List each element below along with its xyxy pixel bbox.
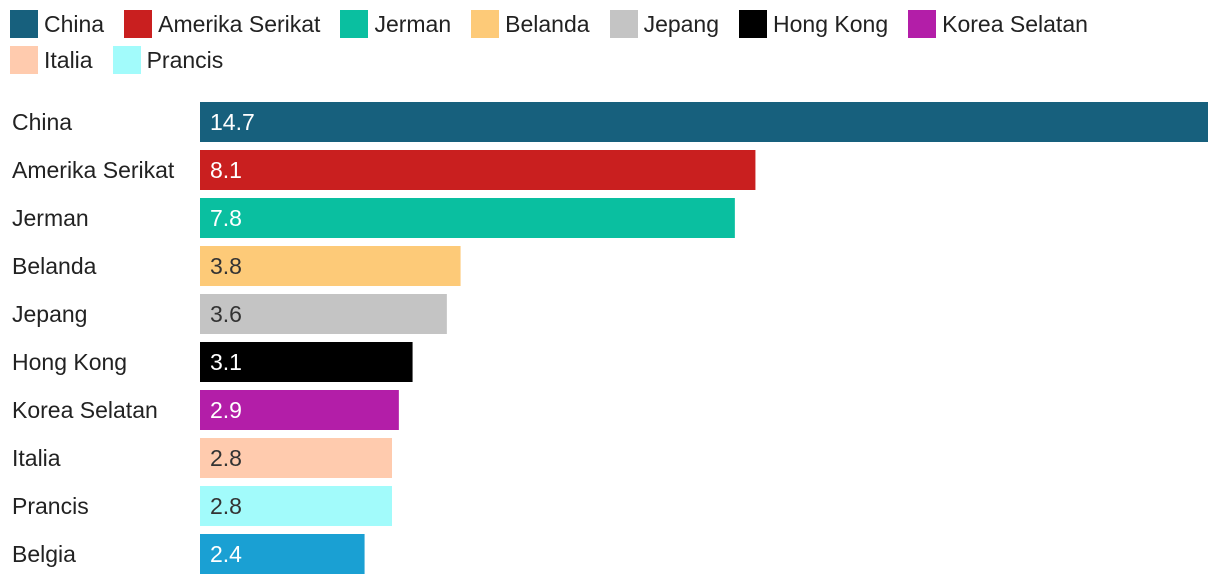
legend-swatch: [908, 10, 937, 38]
bar[interactable]: [200, 486, 392, 526]
bar-value-label: 3.8: [210, 253, 242, 279]
bar[interactable]: [200, 150, 756, 190]
legend-swatch: [124, 10, 153, 38]
bar-value-label: 2.8: [210, 445, 242, 471]
category-label: Italia: [12, 445, 61, 471]
legend-label: Korea Selatan: [942, 10, 1088, 37]
bar-value-label: 3.6: [210, 301, 242, 327]
legend-label: Jerman: [374, 10, 452, 37]
legend-label: Prancis: [146, 46, 224, 73]
bar[interactable]: [200, 102, 1208, 142]
bar[interactable]: [200, 198, 735, 238]
legend-label: Hong Kong: [773, 10, 889, 37]
legend-label: Jepang: [643, 10, 720, 37]
bar-value-label: 2.8: [210, 493, 242, 519]
legend-item-amerika-serikat[interactable]: Amerika Serikat: [124, 10, 320, 38]
category-label: Amerika Serikat: [12, 157, 175, 183]
legend-swatch: [112, 46, 141, 74]
bar-value-label: 2.4: [210, 541, 242, 567]
bar-value-label: 14.7: [210, 109, 255, 135]
bar[interactable]: [200, 342, 413, 382]
legend-label: Italia: [44, 46, 93, 73]
category-label: Korea Selatan: [12, 397, 158, 423]
legend-item-jerman[interactable]: Jerman: [340, 10, 451, 38]
legend-swatch: [10, 10, 38, 38]
category-label: Prancis: [12, 493, 89, 519]
legend-item-korea-selatan[interactable]: Korea Selatan: [908, 10, 1088, 38]
legend-swatch: [609, 10, 638, 38]
legend-label: Belanda: [505, 10, 590, 37]
chart-legend: China Amerika Serikat Jerman Belanda Jep…: [10, 10, 1210, 74]
bar[interactable]: [200, 438, 392, 478]
category-label: Belanda: [12, 253, 97, 279]
bar-value-label: 2.9: [210, 397, 242, 423]
bar[interactable]: [200, 294, 447, 334]
legend-swatch: [10, 46, 38, 74]
legend-item-jepang[interactable]: Jepang: [609, 10, 720, 38]
category-label: Hong Kong: [12, 349, 127, 375]
category-label: Jerman: [12, 205, 89, 231]
category-label: Belgia: [12, 541, 76, 567]
bar[interactable]: [200, 534, 365, 574]
legend-swatch: [739, 10, 768, 38]
legend-item-hong-kong[interactable]: Hong Kong: [739, 10, 888, 38]
bar-value-label: 7.8: [210, 205, 242, 231]
bar-value-label: 8.1: [210, 157, 242, 183]
legend-item-prancis[interactable]: Prancis: [112, 46, 224, 74]
legend-item-belanda[interactable]: Belanda: [471, 10, 590, 38]
category-label: Jepang: [12, 301, 87, 327]
legend-label: Amerika Serikat: [158, 10, 321, 37]
legend-item-italia[interactable]: Italia: [10, 46, 93, 74]
legend-swatch: [340, 10, 369, 38]
legend-label: China: [44, 10, 105, 37]
category-label: China: [12, 109, 72, 135]
bar[interactable]: [200, 246, 461, 286]
legend-swatch: [471, 10, 500, 38]
bar-value-label: 3.1: [210, 349, 242, 375]
bar[interactable]: [200, 390, 399, 430]
legend-item-china[interactable]: China: [10, 10, 104, 38]
